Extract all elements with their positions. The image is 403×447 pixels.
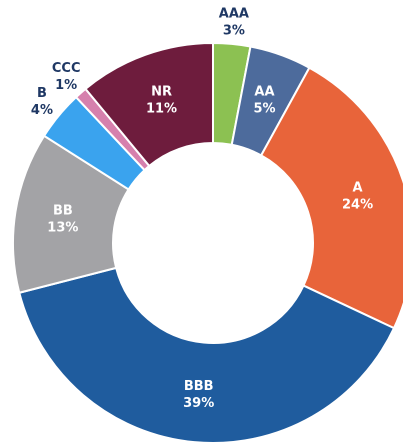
- slice-value-label: 1%: [55, 78, 77, 93]
- slice-label: AAA: [219, 6, 249, 21]
- slice: [18, 266, 396, 444]
- slice-label: AA: [254, 84, 274, 99]
- slice-value-label: 5%: [253, 101, 275, 116]
- slice: [259, 66, 403, 330]
- slice-label: NR: [151, 84, 172, 99]
- slice-value-label: 13%: [47, 221, 78, 236]
- slice-label: BB: [53, 204, 73, 219]
- slice-label: BBB: [184, 379, 214, 394]
- slice-value-label: 24%: [342, 198, 373, 213]
- slice-value-label: 11%: [146, 101, 177, 116]
- slice: [84, 41, 214, 168]
- slice-label: B: [37, 86, 47, 101]
- slice-value-label: 39%: [183, 396, 214, 411]
- slice-label: CCC: [52, 61, 81, 76]
- slice-value-label: 3%: [223, 23, 245, 38]
- slice-label: A: [353, 181, 363, 196]
- slice-value-label: 4%: [31, 103, 53, 118]
